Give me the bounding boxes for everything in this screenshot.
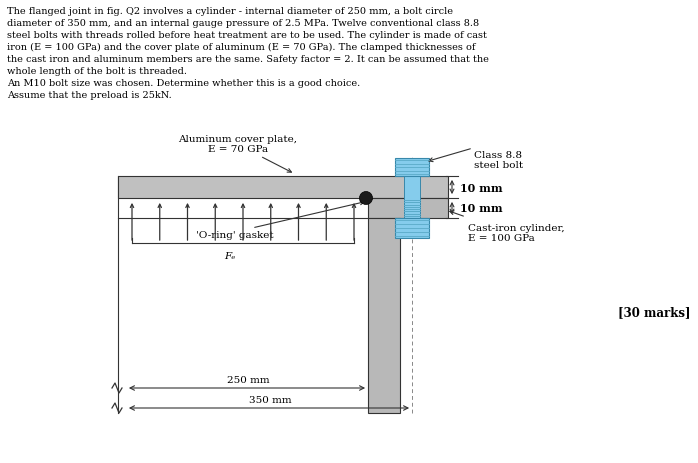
Text: 250 mm: 250 mm [227,375,269,384]
Text: 10 mm: 10 mm [460,182,503,193]
Text: Cast-iron cylinder,
E = 100 GPa: Cast-iron cylinder, E = 100 GPa [468,224,565,243]
Text: 350 mm: 350 mm [248,395,291,404]
Bar [404,176,420,219]
Bar [368,219,400,413]
Text: [30 marks]: [30 marks] [618,305,691,319]
Text: Class 8.8
steel bolt: Class 8.8 steel bolt [474,150,523,170]
Text: 10 mm: 10 mm [460,203,503,214]
Text: Fₑ: Fₑ [224,251,236,260]
Ellipse shape [359,192,373,205]
Bar [118,176,448,199]
Bar [368,199,448,219]
Bar [395,159,429,176]
Text: Aluminum cover plate,
E = 70 GPa: Aluminum cover plate, E = 70 GPa [179,134,297,154]
Text: 'O-ring' gasket: 'O-ring' gasket [196,231,274,239]
Text: The flanged joint in fig. Q2 involves a cylinder - internal diameter of 250 mm, : The flanged joint in fig. Q2 involves a … [7,7,489,100]
Bar [395,219,429,238]
